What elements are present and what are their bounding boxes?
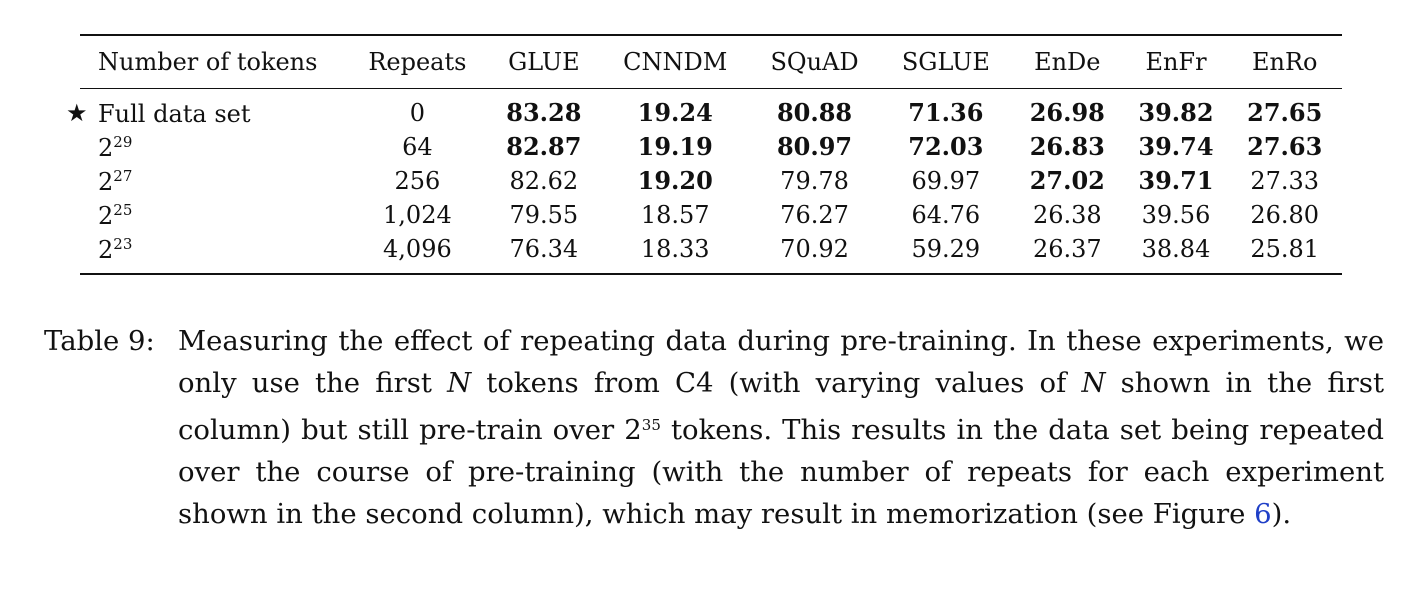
table-row: 227 256 82.62 19.20 79.78 69.97 27.02 39.71 27.3… [80,164,1342,198]
caption-span: tokens from C4 (with varying values of [471,367,1082,399]
score-cell: 19.19 [637,132,713,161]
score-cell: 64.76 [911,201,981,229]
power-exponent: 27 [113,166,133,185]
figure-reference-link[interactable]: 6 [1254,498,1272,530]
score-cell: 38.84 [1141,235,1211,263]
results-table: Number of tokens Repeats GLUE CNNDM SQuA… [66,34,1342,275]
score-cell: 71.36 [908,98,984,127]
score-cell: 70.92 [780,235,849,263]
token-count-cell: ★ Full data set [66,89,350,131]
row-label: Full data set [98,99,251,128]
score-cell: 79.78 [780,167,849,195]
score-cell: 72.03 [908,132,984,161]
caption-power-exp: 35 [641,416,661,434]
repeats-cell: 0 [409,99,426,127]
score-cell: 26.37 [1032,235,1102,263]
col-header: CNNDM [603,35,748,89]
score-cell: 26.98 [1029,98,1105,127]
score-cell: 82.87 [506,132,582,161]
power-base: 2 [98,167,114,196]
header-row: Number of tokens Repeats GLUE CNNDM SQuA… [80,35,1342,89]
power-exponent: 29 [113,132,133,151]
score-cell: 26.38 [1032,201,1102,229]
col-header: EnDe [1010,35,1125,89]
score-cell: 27.63 [1247,132,1323,161]
caption-text: Measuring the effect of repeating data d… [178,320,1384,535]
caption-span: tokens. This results in the data set bei… [178,414,1384,530]
token-count-cell: 227 [80,164,350,198]
repeats-cell: 64 [402,133,433,161]
score-cell: 25.81 [1250,235,1320,263]
score-cell: 19.20 [637,166,713,195]
repeats-cell: 1,024 [383,201,452,229]
repeats-cell: 4,096 [383,235,452,263]
score-cell: 76.34 [509,235,579,263]
score-cell: 27.02 [1029,166,1105,195]
power-base: 2 [98,235,114,264]
col-header: SQuAD [747,35,882,89]
score-cell: 82.62 [509,167,579,195]
star-icon: ★ [66,98,88,127]
caption-label: Table 9: [44,325,155,357]
col-header: Repeats [350,35,485,89]
col-header: SGLUE [881,35,1011,89]
table-row: ★ Full data set 0 83.28 19.24 80.88 71.36 26.98… [66,89,1342,131]
table-row: 225 1,024 79.55 18.57 76.27 64.76 26.38 39.56 26… [80,198,1342,232]
score-cell: 59.29 [911,235,981,263]
score-cell: 80.88 [776,98,853,127]
token-count-cell: 225 [80,198,350,232]
score-cell: 79.55 [509,201,579,229]
score-cell: 19.24 [637,98,713,127]
score-cell: 39.56 [1141,201,1211,229]
score-cell: 18.57 [640,201,710,229]
repeats-cell: 256 [394,167,441,195]
col-header: Number of tokens [80,35,351,89]
score-cell: 26.80 [1250,201,1320,229]
caption-span: shown in the first column) but still pre… [178,367,1384,446]
score-cell: 27.33 [1250,167,1320,195]
score-cell: 18.33 [640,235,710,263]
table-row: 223 4,096 76.34 18.33 70.92 59.29 26.37 38.84 25… [80,232,1342,274]
power-exponent: 25 [113,200,133,219]
score-cell: 39.82 [1138,98,1214,127]
caption-var: N [447,367,472,399]
score-cell: 69.97 [911,167,981,195]
power-base: 2 [98,133,114,162]
score-cell: 83.28 [506,98,582,127]
power-base: 2 [98,201,114,230]
token-count-cell: 223 [80,232,350,274]
col-header: EnFr [1124,35,1228,89]
col-header: EnRo [1227,35,1342,89]
score-cell: 39.74 [1138,132,1214,161]
caption-span: ). [1271,498,1292,530]
table-caption: Table 9: Measuring the effect of repeati… [44,320,1384,535]
table-row: 229 64 82.87 19.19 80.97 72.03 26.83 39.74 27.63 [80,130,1342,164]
score-cell: 39.71 [1138,166,1214,195]
power-exponent: 23 [113,234,133,253]
caption-var: N [1081,367,1106,399]
score-cell: 76.27 [780,201,849,229]
caption-span: Measuring the effect of repeating data d… [178,325,1384,399]
score-cell: 80.97 [776,132,853,161]
table-body: ★ Full data set 0 83.28 19.24 80.88 71.36 26.98… [66,89,1342,275]
col-header: GLUE [484,35,603,89]
score-cell: 27.65 [1247,98,1323,127]
caption-power-base: 2 [624,414,642,446]
score-cell: 26.83 [1029,132,1105,161]
token-count-cell: 229 [80,130,350,164]
